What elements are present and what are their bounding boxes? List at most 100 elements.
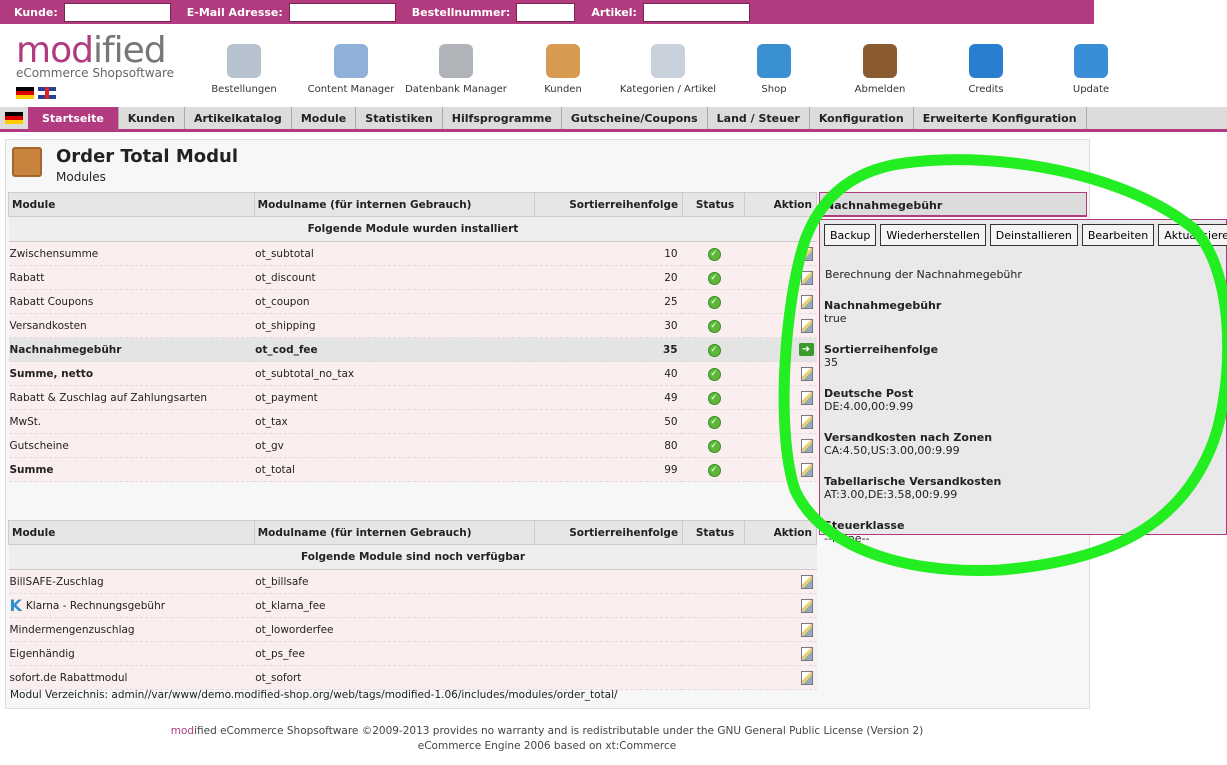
toolbar-abmelden[interactable]: Abmelden [825,44,935,95]
module-box-icon [12,147,42,177]
edit-icon[interactable] [800,598,813,613]
table-row[interactable]: Rabatt & Zuschlag auf Zahlungsarten ot_pa… [8,385,817,410]
table-row[interactable]: sofort.de Rabattmodul ot_sofort [8,665,817,690]
edit-icon[interactable] [800,438,813,453]
status-enabled-icon[interactable]: ✓ [707,247,721,261]
customer-label: Kunde: [14,5,58,19]
edit-icon[interactable] [800,246,813,261]
edit-icon[interactable] [800,318,813,333]
sort-order: 49 [534,385,683,410]
field-label: Tabellarische Versandkosten [824,475,1002,488]
module-name-cell: Eigenhändig [8,641,255,666]
module-name-cell: Summe [8,457,255,482]
status-enabled-icon[interactable]: ✓ [707,319,721,333]
edit-icon[interactable] [800,390,813,405]
edit-icon[interactable] [800,462,813,477]
module-code: ot_subtotal [254,241,535,266]
config-field: Tabellarische Versandkosten AT:3.00,DE:3.… [824,475,1222,501]
toolbar-kunden[interactable]: Kunden [508,44,618,95]
table-row[interactable]: Zwischensumme ot_subtotal 10 ✓ [8,241,817,266]
status-enabled-icon[interactable]: ✓ [707,463,721,477]
column-header: Aktion [744,192,817,217]
config-field: Steuerklasse --keine-- [824,519,1222,545]
toolbar-content-manager[interactable]: Content Manager [296,44,406,95]
nav-artikelkatalog[interactable]: Artikelkatalog [185,107,292,129]
table-row[interactable]: Rabatt ot_discount 20 ✓ [8,265,817,290]
table-row[interactable]: Versandkosten ot_shipping 30 ✓ [8,313,817,338]
table-row[interactable]: Nachnahmegebühr ot_cod_fee 35 ✓ ➜ [8,337,817,362]
toolbar-bestellungen[interactable]: Bestellungen [189,44,299,95]
order-number-input[interactable] [516,2,576,22]
sort-order: 10 [534,241,683,266]
german-flag-icon[interactable] [5,112,23,124]
english-flag-icon[interactable] [38,87,56,99]
edit-icon[interactable] [800,270,813,285]
module-code: ot_subtotal_no_tax [254,361,535,386]
wiederherstellen-button[interactable]: Wiederherstellen [880,224,986,246]
table-row[interactable]: Summe ot_total 99 ✓ [8,457,817,482]
article-input[interactable] [642,2,750,22]
module-code: ot_shipping [254,313,535,338]
nav-statistiken[interactable]: Statistiken [356,107,443,129]
module-code: ot_tax [254,409,535,434]
edit-icon[interactable] [800,366,813,381]
table-row[interactable]: Gutscheine ot_gv 80 ✓ [8,433,817,458]
backup-button[interactable]: Backup [824,224,877,246]
edit-icon[interactable] [800,622,813,637]
table-row[interactable]: MwSt. ot_tax 50 ✓ [8,409,817,434]
toolbar-credits[interactable]: Credits [931,44,1041,95]
nav-module[interactable]: Module [292,107,357,129]
column-header: Module [8,192,255,217]
toolbar-shop[interactable]: Shop [719,44,829,95]
status-enabled-icon[interactable]: ✓ [707,391,721,405]
module-code: ot_coupon [254,289,535,314]
config-field: Nachnahmegebühr true [824,299,1222,325]
module-description: Berechnung der Nachnahmegebühr [825,268,1022,281]
status-enabled-icon[interactable]: ✓ [707,367,721,381]
edit-icon[interactable] [800,574,813,589]
module-name-cell: Summe, netto [8,361,255,386]
status-enabled-icon[interactable]: ✓ [707,439,721,453]
edit-icon[interactable] [800,646,813,661]
table-row[interactable]: Rabatt Coupons ot_coupon 25 ✓ [8,289,817,314]
deinstallieren-button[interactable]: Deinstallieren [989,224,1078,246]
table-row[interactable]: Summe, netto ot_subtotal_no_tax 40 ✓ [8,361,817,386]
module-name-cell: BillSAFE-Zuschlag [8,569,255,594]
nav-hilfsprogramme[interactable]: Hilfsprogramme [443,107,562,129]
status-enabled-icon[interactable]: ✓ [707,415,721,429]
toolbar-datenbank-manager[interactable]: Datenbank Manager [401,44,511,95]
status-enabled-icon[interactable]: ✓ [707,295,721,309]
tool-icon [757,44,791,78]
sort-order: 80 [534,433,683,458]
nav-konfiguration[interactable]: Konfiguration [810,107,914,129]
table-row[interactable]: BillSAFE-Zuschlag ot_billsafe [8,569,817,594]
bearbeiten-button[interactable]: Bearbeiten [1081,224,1155,246]
toolbar-kategorien-artikel[interactable]: Kategorien / Artikel [613,44,723,95]
toolbar-update[interactable]: Update [1036,44,1146,95]
nav-land-steuer[interactable]: Land / Steuer [708,107,810,129]
table-row[interactable]: Eigenhändig ot_ps_fee [8,641,817,666]
status-enabled-icon[interactable]: ✓ [707,271,721,285]
german-flag-icon[interactable] [16,87,34,99]
aktualisieren-button[interactable]: Aktualisieren [1158,224,1227,246]
logo[interactable]: modified eCommerce Shopsoftware [16,30,175,81]
nav-erweiterte-konfiguration[interactable]: Erweiterte Konfiguration [914,107,1087,129]
module-detail-panel: Backup Wiederherstellen Deinstallieren Bear… [819,219,1227,545]
edit-icon[interactable] [800,294,813,309]
table-row[interactable]: K Klarna - Rechnungsgebühr ot_klarna_fee [8,593,817,618]
edit-icon[interactable] [800,670,813,685]
nav-kunden[interactable]: Kunden [119,107,185,129]
module-code: ot_klarna_fee [254,593,535,618]
nav-startseite[interactable]: Startseite [28,107,119,129]
table-row[interactable]: Mindermengenzuschlag ot_loworderfee [8,617,817,642]
status-enabled-icon[interactable]: ✓ [707,343,721,357]
nav-gutscheine-coupons[interactable]: Gutscheine/Coupons [562,107,708,129]
email-input[interactable] [288,2,396,22]
sort-order: 40 [534,361,683,386]
sort-order: 99 [534,457,683,482]
customer-input[interactable] [63,2,171,22]
order-number-label: Bestellnummer: [411,5,511,19]
column-header: Sortierreihenfolge [534,192,684,217]
edit-icon[interactable] [800,414,813,429]
sort-order: 20 [534,265,683,290]
